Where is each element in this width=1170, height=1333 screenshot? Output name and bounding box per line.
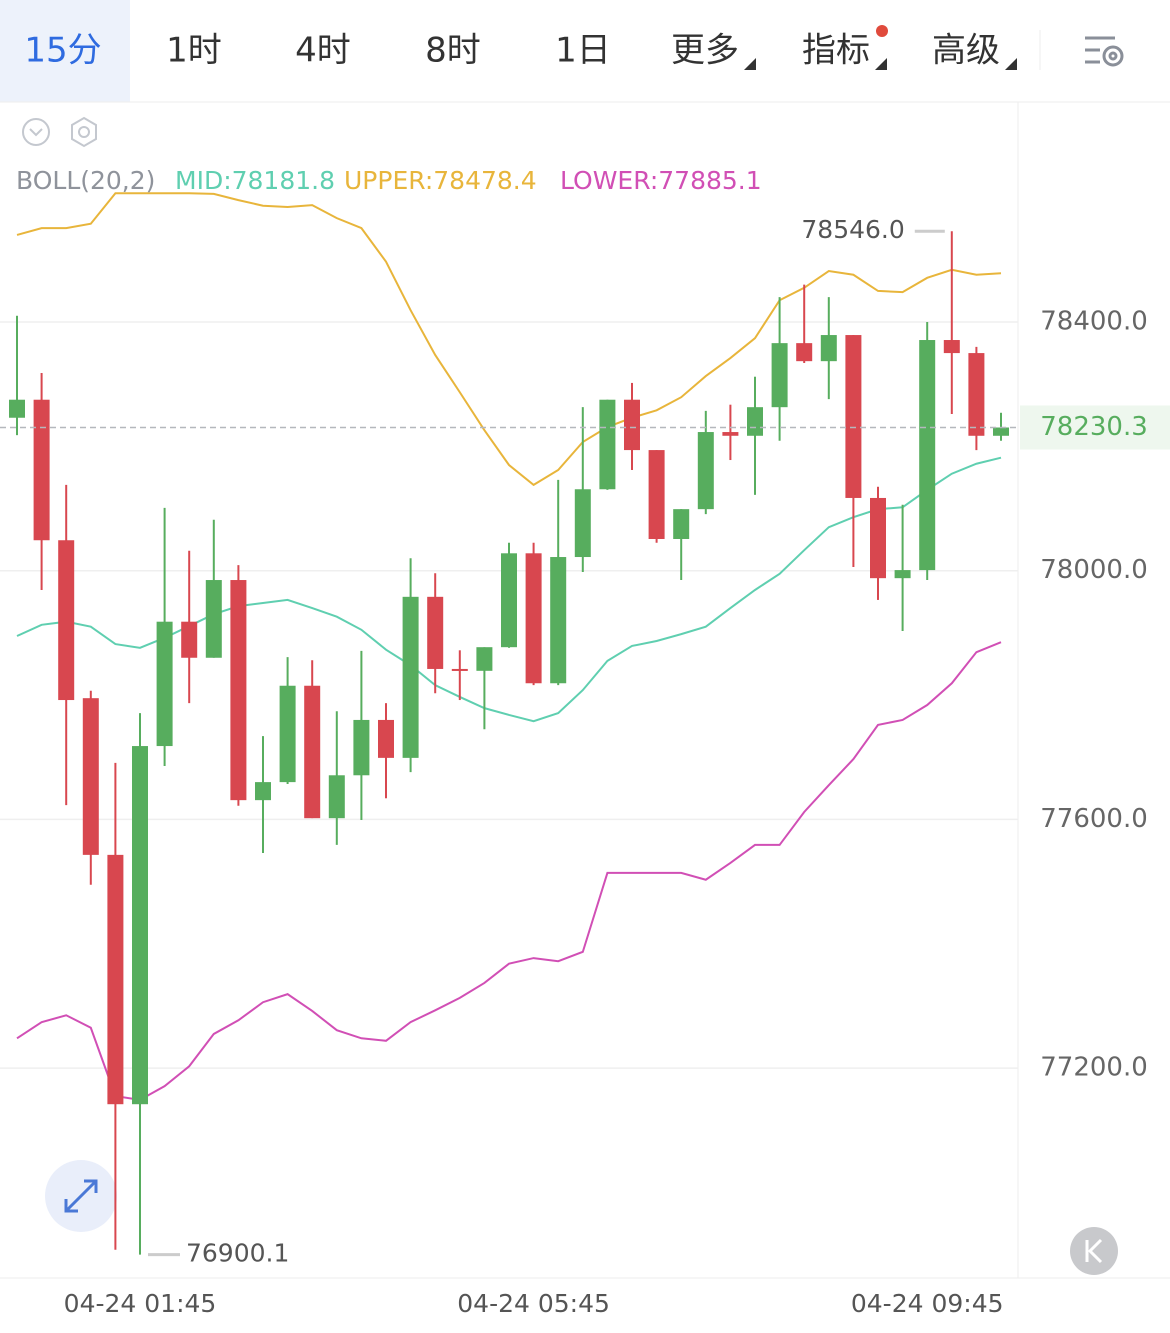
- dropdown-caret: [875, 58, 887, 70]
- tab[interactable]: 指标: [802, 31, 870, 71]
- last-price-label: 78230.3: [1040, 412, 1148, 442]
- candle-body: [550, 557, 567, 684]
- candle-body: [771, 343, 788, 408]
- candle-body: [378, 719, 394, 758]
- candle-body: [451, 668, 468, 671]
- tab-bar: [0, 0, 1170, 102]
- candle-body: [943, 340, 960, 354]
- y-tick-label: 77200.0: [1040, 1053, 1148, 1083]
- tab[interactable]: 1时: [166, 31, 222, 71]
- tab[interactable]: 4时: [295, 31, 351, 71]
- candle-body: [894, 570, 911, 579]
- notice-dot: [876, 25, 888, 37]
- candle-body: [205, 580, 222, 658]
- dropdown-caret: [1005, 58, 1017, 70]
- candle-body: [33, 399, 50, 541]
- candle-body: [58, 540, 75, 701]
- settings-icon[interactable]: [1085, 36, 1124, 67]
- candle-body: [796, 343, 813, 362]
- y-tick-label: 78400.0: [1040, 306, 1148, 336]
- x-tick-label: 04-24 05:45: [457, 1289, 610, 1318]
- tab[interactable]: 8时: [425, 31, 481, 71]
- x-tick-label: 04-24 01:45: [64, 1289, 217, 1318]
- min-label: 76900.1: [186, 1239, 289, 1268]
- candle-body: [574, 489, 591, 558]
- tab[interactable]: 1日: [555, 31, 611, 71]
- y-tick-label: 78000.0: [1040, 555, 1148, 585]
- tab[interactable]: 15分: [24, 31, 101, 71]
- candle-body: [697, 432, 714, 510]
- candle-body: [993, 427, 1009, 436]
- dropdown-caret: [744, 58, 756, 70]
- candle-body: [82, 698, 99, 855]
- candle-body: [624, 399, 640, 451]
- x-tick-label: 04-24 09:45: [851, 1289, 1004, 1318]
- candle-body: [328, 775, 345, 819]
- candle-body: [255, 782, 271, 801]
- legend-entry: UPPER:78478.4: [344, 166, 537, 195]
- tab[interactable]: 更多: [671, 31, 739, 71]
- candle-body: [353, 719, 370, 776]
- band-line: [16, 456, 1002, 723]
- candle-body: [427, 596, 444, 669]
- band-line: [16, 641, 1002, 1101]
- candle-body: [870, 497, 886, 579]
- candle-body: [402, 596, 419, 758]
- gear-icon[interactable]: [71, 116, 97, 148]
- candle-body: [181, 621, 198, 658]
- legend-entry: MID:78181.8: [175, 166, 335, 195]
- collapse-icon[interactable]: [22, 118, 50, 146]
- candle-body: [820, 335, 837, 362]
- candle-body: [9, 399, 25, 418]
- y-tick-label: 77600.0: [1040, 804, 1148, 834]
- back-button[interactable]: [1070, 1227, 1118, 1275]
- last-price-bg: [1020, 405, 1170, 450]
- max-label: 78546.0: [801, 215, 904, 244]
- active-tab-bg: [0, 0, 130, 102]
- candle-body: [107, 854, 124, 1105]
- indicator-name: BOLL(20,2): [16, 166, 155, 195]
- candle-body: [599, 399, 616, 490]
- tab[interactable]: 高级: [932, 31, 1000, 71]
- candle-body: [230, 580, 247, 801]
- candle-body: [673, 509, 690, 539]
- candle-body: [648, 450, 665, 539]
- candle-body: [525, 553, 542, 684]
- candle-body: [156, 621, 173, 747]
- candle-body: [845, 335, 862, 498]
- legend-entry: LOWER:77885.1: [560, 166, 762, 195]
- candle-body: [476, 647, 493, 671]
- candle-body: [304, 685, 321, 819]
- candle-body: [722, 432, 739, 436]
- candle-body: [747, 407, 763, 436]
- expand-button[interactable]: [45, 1160, 117, 1232]
- candle-body: [279, 685, 296, 783]
- candle-body: [501, 553, 517, 648]
- candle-body: [132, 746, 148, 1105]
- band-line: [16, 192, 1002, 487]
- candle-body: [968, 353, 985, 436]
- candle-body: [919, 340, 936, 571]
